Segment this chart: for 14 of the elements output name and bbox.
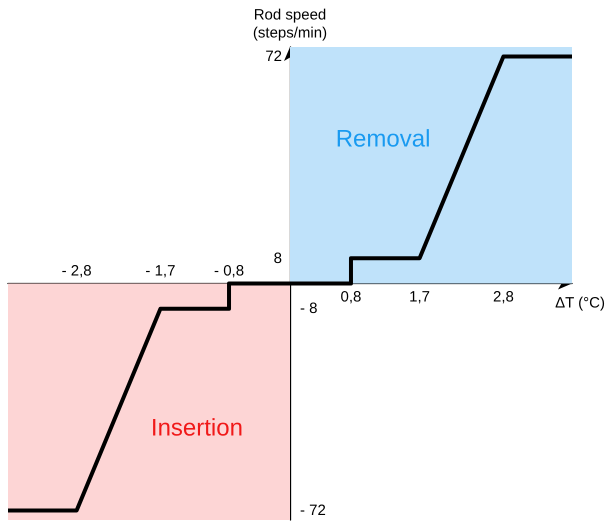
x-tick-label: 1,7 xyxy=(409,288,430,306)
y-tick-label: 8 xyxy=(274,250,282,267)
x2-tick-label: - 1,7 xyxy=(145,262,176,280)
x-axis-title: ΔT (°C) xyxy=(555,294,605,312)
band-label: Removal xyxy=(336,126,430,153)
y-tick-label: 72 xyxy=(265,48,282,65)
y-axis-title: Rod speed (steps/min) xyxy=(252,6,328,42)
x-tick-label: 0,8 xyxy=(340,288,362,306)
y2-tick-label: - 8 xyxy=(300,300,318,318)
band-label: Insertion xyxy=(150,414,243,442)
y2-tick-label: - 72 xyxy=(300,502,326,520)
x-tick-label: 2,8 xyxy=(492,288,514,306)
x2-tick-label: - 2,8 xyxy=(62,262,92,280)
x2-tick-label: - 0,8 xyxy=(214,262,244,280)
